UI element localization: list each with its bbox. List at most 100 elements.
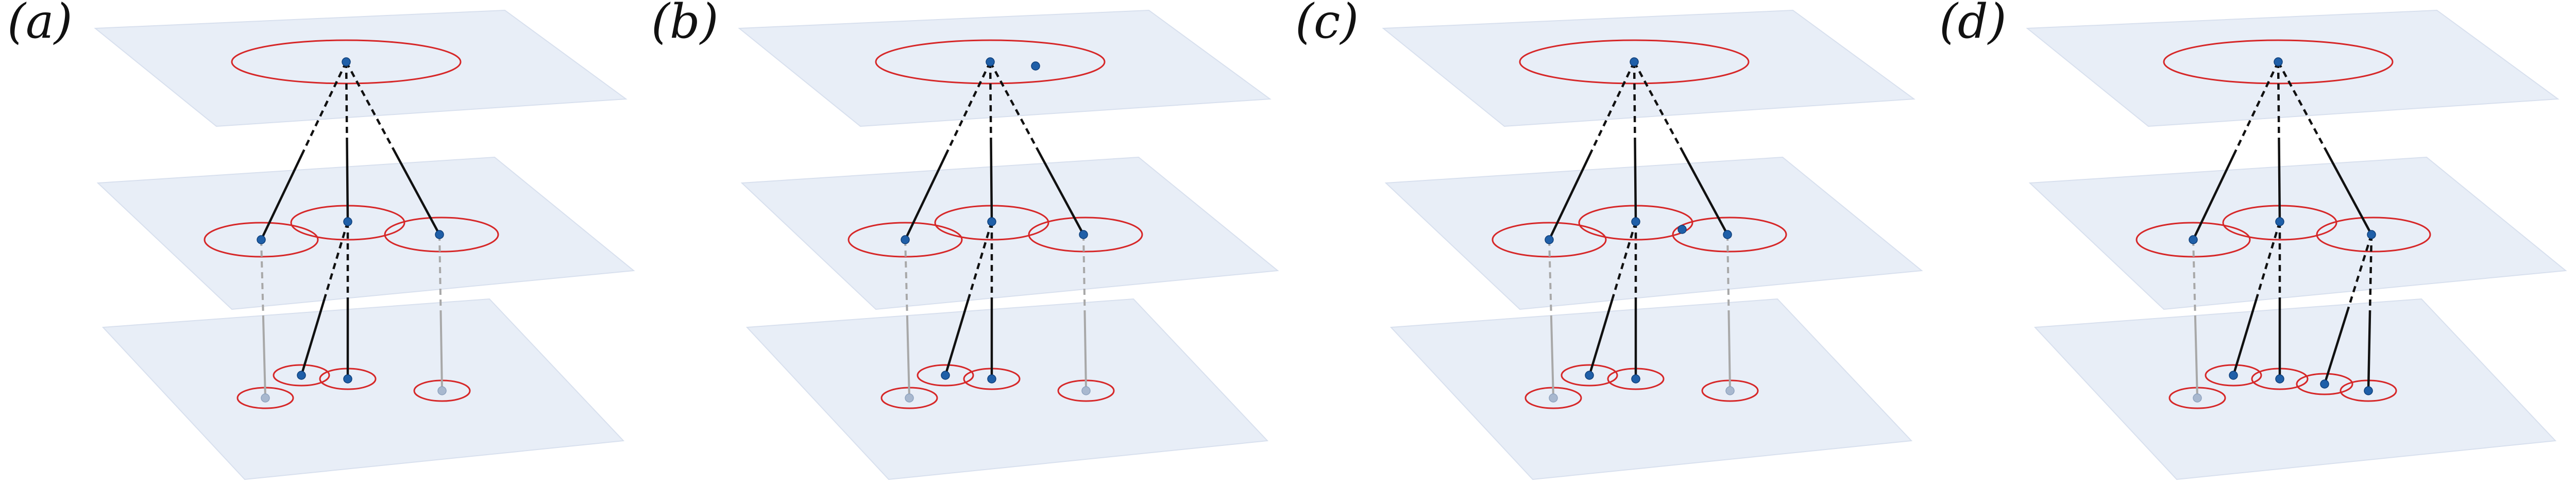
edge-middle-right-bottom-a-solid	[2323, 309, 2349, 385]
top-node	[986, 57, 995, 66]
edge-top-middle-left-dashed	[1590, 61, 1636, 152]
bottom-node-left	[2193, 393, 2202, 403]
edge-middle-left-bottom-solid	[1550, 319, 1554, 398]
bottom-node-center-a	[297, 371, 306, 380]
edge-top-middle-center-solid	[990, 141, 993, 222]
bottom-layer-plane	[1389, 298, 1913, 480]
middle-node-center	[2275, 217, 2284, 226]
top-layer-plane	[1382, 9, 1916, 127]
bottom-ring-center-a	[2205, 364, 2262, 387]
bottom-node-left	[905, 393, 914, 403]
edge-top-middle-right-dashed	[2277, 61, 2326, 149]
middle-ring-right	[384, 217, 499, 253]
middle-layer-plane	[2028, 156, 2567, 310]
edge-top-middle-right-dashed	[345, 61, 394, 149]
panel-label: (b)	[651, 0, 719, 49]
bottom-node-center-b	[987, 374, 996, 384]
edge-top-middle-right-dashed	[1633, 61, 1682, 149]
bottom-node-center-a	[1585, 371, 1594, 380]
edge-top-middle-left-solid	[2192, 150, 2237, 240]
edge-top-middle-right-solid	[2324, 147, 2372, 236]
edge-middle-right-bottom-b-solid	[2367, 312, 2371, 391]
edge-middle-right-bottom-dashed	[1726, 234, 1730, 313]
extra-top-node	[1031, 61, 1040, 71]
edge-middle-center-bottom-a-dashed	[2255, 221, 2281, 299]
edge-middle-right-bottom-b-dashed	[2368, 234, 2373, 313]
edge-middle-left-bottom-solid	[906, 319, 910, 398]
edge-top-middle-left-dashed	[302, 61, 348, 152]
edge-middle-center-bottom-a-solid	[300, 298, 326, 376]
edge-top-middle-left-dashed	[946, 61, 992, 152]
edge-top-middle-center-solid	[1634, 141, 1637, 222]
edge-middle-center-bottom-a-solid	[2232, 298, 2258, 376]
edge-top-middle-center-dashed	[2277, 61, 2280, 142]
bottom-ring-center-a	[917, 364, 974, 387]
top-ring	[1519, 39, 1750, 85]
middle-node-left	[1545, 235, 1554, 244]
edge-middle-left-bottom-solid	[2194, 319, 2198, 398]
edge-middle-right-bottom-dashed	[1082, 234, 1086, 313]
edge-middle-left-bottom-dashed	[904, 239, 908, 319]
top-layer-plane	[738, 9, 1272, 127]
top-ring	[231, 39, 462, 85]
top-ring	[875, 39, 1106, 85]
middle-node-right	[2367, 230, 2376, 239]
bottom-node-right	[437, 386, 447, 395]
panel-label: (d)	[1939, 0, 2007, 49]
edge-middle-right-bottom-solid	[439, 312, 443, 391]
edge-top-middle-center-solid	[346, 141, 349, 222]
bottom-node-right-a	[2320, 379, 2329, 389]
edge-top-middle-right-solid	[1680, 147, 1728, 236]
middle-node-right	[1079, 230, 1088, 239]
middle-ring-right	[1028, 217, 1143, 253]
edge-middle-center-bottom-a-dashed	[1611, 221, 1637, 299]
bottom-node-center-a	[2229, 371, 2238, 380]
edge-top-middle-right-solid	[1036, 147, 1084, 236]
top-layer-plane	[2026, 9, 2560, 127]
edge-top-middle-right-solid	[392, 147, 440, 236]
edge-top-middle-left-dashed	[2234, 61, 2280, 152]
middle-layer-plane	[96, 156, 635, 310]
edge-middle-center-bottom-a-solid	[1588, 298, 1614, 376]
bottom-node-right	[1725, 386, 1735, 395]
edge-top-middle-center-solid	[2278, 141, 2281, 222]
edge-top-middle-center-dashed	[1633, 61, 1636, 142]
bottom-node-center-b	[2275, 374, 2284, 384]
middle-ring-right	[1672, 217, 1787, 253]
top-layer-plane	[94, 9, 628, 127]
bottom-node-center-a	[941, 371, 950, 380]
panel-label: (a)	[7, 0, 73, 49]
panel-b-graph	[738, 9, 1279, 480]
bottom-ring-center-a	[1561, 364, 1618, 387]
bottom-ring-center-a	[273, 364, 330, 387]
middle-ring-right	[2316, 217, 2431, 253]
panel-a-graph	[94, 9, 635, 480]
edge-top-middle-center-dashed	[989, 61, 992, 142]
bottom-layer-plane	[745, 298, 1269, 480]
middle-node-center	[343, 217, 352, 226]
extra-middle-node	[1677, 225, 1687, 234]
bottom-ring-right-a	[2296, 373, 2353, 395]
panel-b: (b)	[644, 0, 1288, 499]
edge-top-middle-left-solid	[1548, 150, 1593, 240]
edge-middle-center-bottom-a-solid	[944, 298, 970, 376]
middle-node-right	[1723, 230, 1732, 239]
edge-middle-center-bottom-a-dashed	[323, 221, 349, 299]
edge-top-middle-left-solid	[260, 150, 305, 240]
panel-label: (c)	[1295, 0, 1359, 49]
edge-middle-right-bottom-solid	[1727, 312, 1731, 391]
panel-d-graph	[2026, 9, 2567, 480]
bottom-node-left	[261, 393, 270, 403]
panel-d: (d)	[1932, 0, 2576, 499]
middle-node-right	[435, 230, 444, 239]
bottom-layer-plane	[2033, 298, 2557, 480]
edge-middle-left-bottom-solid	[262, 319, 266, 398]
edge-top-middle-right-dashed	[989, 61, 1038, 149]
edge-middle-right-bottom-solid	[1083, 312, 1087, 391]
middle-layer-plane	[740, 156, 1279, 310]
middle-node-left	[901, 235, 910, 244]
panel-a: (a)	[0, 0, 644, 499]
bottom-layer-plane	[101, 298, 625, 480]
bottom-node-right-b	[2364, 386, 2373, 395]
